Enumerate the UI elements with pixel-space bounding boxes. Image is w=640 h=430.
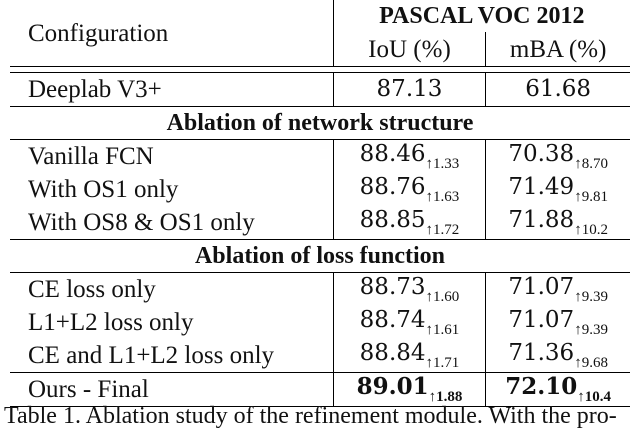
iou-delta: ↑1.33 bbox=[425, 156, 460, 172]
row-name: Deeplab V3+ bbox=[28, 76, 162, 103]
table-row: CE loss only 88.73↑1.60 71.07↑9.39 bbox=[10, 272, 630, 306]
configuration-header: Configuration bbox=[28, 19, 169, 47]
table-row: CE and L1+L2 loss only 88.84↑1.71 71.36↑… bbox=[10, 339, 630, 373]
table-row: L1+L2 loss only 88.74↑1.61 71.07↑9.39 bbox=[10, 306, 630, 339]
table-row: Vanilla FCN 88.46↑1.33 70.38↑8.70 bbox=[10, 139, 630, 173]
row-name: Vanilla FCN bbox=[28, 143, 154, 170]
mba-column-header: mBA (%) bbox=[485, 32, 630, 67]
row-name: CE loss only bbox=[28, 276, 156, 303]
mba-delta: ↑10.2 bbox=[574, 222, 608, 238]
table-row-final: Ours - Final 89.01↑1.88 72.10↑10.4 bbox=[10, 372, 630, 407]
iou-value: 88.73 bbox=[359, 274, 426, 300]
row-name: With OS1 only bbox=[28, 176, 179, 203]
table-caption: Table 1. Ablation study of the refinemen… bbox=[4, 403, 617, 429]
ablation-table-container: Configuration PASCAL VOC 2012 IoU (%) mB… bbox=[10, 0, 630, 407]
mba-delta: ↑9.81 bbox=[574, 189, 608, 205]
iou-delta: ↑1.60 bbox=[425, 289, 460, 305]
row-name: Ours - Final bbox=[28, 376, 149, 403]
row-name: With OS8 & OS1 only bbox=[28, 209, 255, 236]
table-row-baseline: Deeplab V3+ 87.13 61.68 bbox=[10, 72, 630, 107]
mba-value: 71.07 bbox=[508, 307, 575, 333]
mba-value: 61.68 bbox=[485, 72, 630, 107]
mba-value: 71.49 bbox=[508, 174, 575, 200]
row-name: L1+L2 loss only bbox=[28, 309, 194, 336]
mba-delta: ↑9.39 bbox=[574, 289, 608, 305]
mba-delta: ↑9.39 bbox=[574, 322, 608, 338]
iou-delta: ↑1.61 bbox=[425, 322, 460, 338]
iou-delta: ↑1.72 bbox=[425, 222, 460, 238]
section-title: Ablation of loss function bbox=[194, 243, 446, 269]
mba-delta: ↑9.68 bbox=[574, 355, 608, 371]
iou-value: 88.85 bbox=[359, 207, 426, 233]
ablation-table: Configuration PASCAL VOC 2012 IoU (%) mB… bbox=[10, 0, 630, 407]
row-name: CE and L1+L2 loss only bbox=[28, 342, 275, 369]
mba-value: 71.88 bbox=[508, 207, 575, 233]
dataset-header: PASCAL VOC 2012 bbox=[332, 0, 630, 32]
mba-value: 72.10 bbox=[505, 373, 578, 400]
mba-value: 71.07 bbox=[508, 274, 575, 300]
mba-value: 70.38 bbox=[508, 141, 575, 167]
iou-value: 88.76 bbox=[359, 174, 426, 200]
iou-value: 89.01 bbox=[356, 373, 429, 400]
iou-value: 87.13 bbox=[332, 72, 486, 107]
iou-delta: ↑1.63 bbox=[425, 189, 460, 205]
table-row: With OS8 & OS1 only 88.85↑1.72 71.88↑10.… bbox=[10, 206, 630, 240]
iou-delta: ↑1.71 bbox=[425, 355, 460, 371]
table-row: With OS1 only 88.76↑1.63 71.49↑9.81 bbox=[10, 173, 630, 206]
iou-delta: ↑1.88 bbox=[428, 389, 463, 405]
mba-value: 71.36 bbox=[508, 340, 575, 366]
mba-delta: ↑8.70 bbox=[574, 156, 608, 172]
iou-value: 88.84 bbox=[359, 340, 426, 366]
iou-value: 88.46 bbox=[359, 141, 426, 167]
section-title: Ablation of network structure bbox=[166, 110, 474, 136]
mba-delta: ↑10.4 bbox=[577, 389, 612, 405]
iou-value: 88.74 bbox=[359, 307, 426, 333]
iou-column-header: IoU (%) bbox=[332, 32, 486, 67]
